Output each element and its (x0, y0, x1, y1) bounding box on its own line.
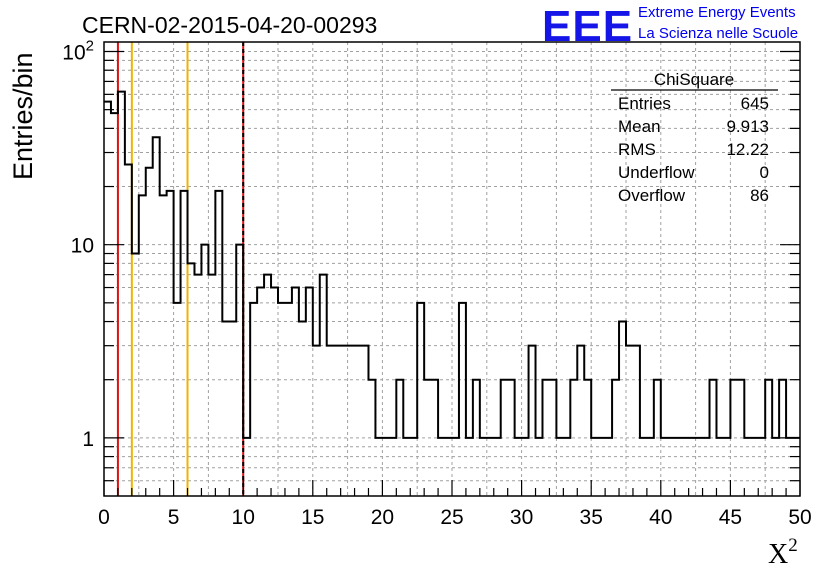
chart-title: CERN-02-2015-04-20-00293 (82, 12, 377, 38)
stats-rows: Entries 645 Mean 9.913 RMS 12.22 Underflow 0 Ove… (618, 94, 769, 205)
stats-label: RMS (618, 140, 656, 159)
x-axis-label: X2 (768, 535, 798, 570)
stats-value: 12.22 (726, 140, 769, 159)
x-tick-labels: 0 5 10 15 20 25 30 35 40 45 50 (98, 506, 812, 529)
y-tick-label: 102 (62, 38, 94, 65)
stats-label: Mean (618, 117, 661, 136)
x-tick-label: 20 (371, 506, 394, 529)
stats-title: ChiSquare (654, 70, 734, 89)
eee-logo: EEE (542, 2, 633, 51)
x-tick-label: 30 (510, 506, 533, 529)
stats-label: Overflow (618, 186, 686, 205)
x-tick-label: 25 (440, 506, 463, 529)
x-tick-label: 10 (232, 506, 255, 529)
x-tick-label: 40 (649, 506, 672, 529)
stats-label: Underflow (618, 163, 695, 182)
x-tick-label: 15 (301, 506, 324, 529)
stats-value: 9.913 (726, 117, 769, 136)
y-tick-labels: 1 10 102 (62, 38, 94, 451)
stats-value: 0 (760, 163, 769, 182)
x-tick-label: 50 (788, 506, 811, 529)
stats-box: ChiSquare Entries 645 Mean 9.913 RMS 12.22 Und… (611, 70, 778, 205)
brand-line-1: Extreme Energy Events (638, 4, 796, 21)
stats-label: Entries (618, 94, 671, 113)
stats-value: 645 (741, 94, 769, 113)
x-tick-label: 35 (580, 506, 603, 529)
stats-value: 86 (750, 186, 769, 205)
x-tick-label: 5 (168, 506, 180, 529)
y-axis-label: Entries/bin (8, 52, 38, 180)
y-tick-label: 10 (71, 235, 94, 258)
histogram-series (104, 90, 800, 439)
x-tick-label: 45 (719, 506, 742, 529)
axis-ticks (103, 50, 801, 496)
x-tick-label: 0 (98, 506, 110, 529)
brand-line-2: La Scienza nelle Scuole (638, 25, 798, 42)
y-tick-label: 1 (82, 428, 94, 451)
